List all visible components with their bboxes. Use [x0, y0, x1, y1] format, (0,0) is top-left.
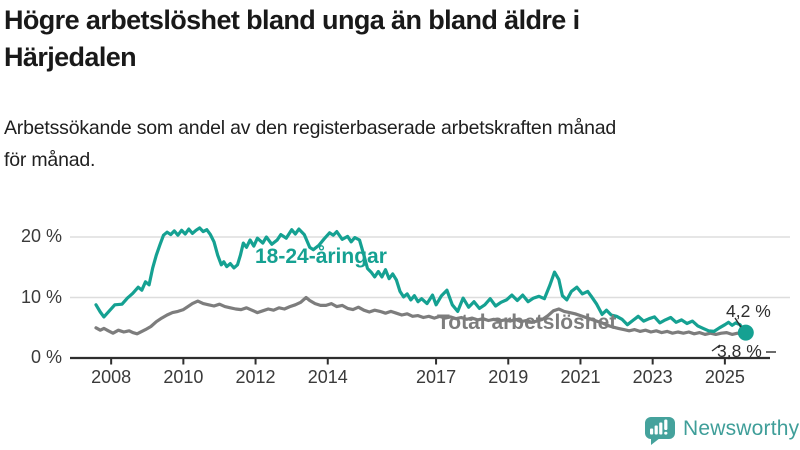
x-tick-label: 2012 [235, 367, 276, 387]
x-tick-label: 2023 [632, 367, 673, 387]
page-title-line1: Högre arbetslöshet bland unga än bland ä… [4, 5, 580, 35]
annotation-leader-line [711, 344, 721, 352]
x-tick-label: 2014 [307, 367, 348, 387]
newsworthy-logo: Newsworthy [644, 411, 799, 447]
chart-subtitle-line1: Arbetssökande som andel av den registerb… [4, 117, 617, 139]
y-tick-label: 0 % [30, 347, 62, 367]
page-title: Högre arbetslöshet bland unga än bland ä… [4, 2, 784, 76]
chart-annotation: 4,2 % [726, 301, 771, 321]
series-end-dot-18-24-aringar [737, 324, 754, 341]
chart-annotation: 3,8 % [717, 341, 762, 361]
y-tick-label: 10 % [20, 286, 62, 307]
x-tick-label: 2008 [91, 367, 132, 387]
chart-subtitle-line2: för månad. [4, 149, 96, 171]
chart-annotation: 18-24-åringar [255, 245, 387, 268]
chart-annotation: Total arbetslöshet [437, 311, 617, 334]
series-line-18-24-aringar [94, 226, 748, 335]
annotation-leader-line [734, 317, 742, 328]
x-tick-label: 2021 [560, 367, 601, 387]
x-tick-label: 2019 [488, 367, 529, 387]
chart-subtitle: Arbetssökande som andel av den registerb… [4, 112, 784, 176]
page-title-line2: Härjedalen [4, 42, 137, 72]
newsworthy-logo-icon [645, 417, 675, 445]
y-tick-label: 20 % [20, 226, 62, 246]
x-tick-label: 2025 [704, 367, 745, 387]
x-tick-label: 2010 [163, 367, 204, 387]
newsworthy-logo-text: Newsworthy [683, 417, 800, 440]
series-line-total-arbetsloshet [94, 295, 748, 337]
x-tick-label: 2017 [416, 367, 457, 387]
